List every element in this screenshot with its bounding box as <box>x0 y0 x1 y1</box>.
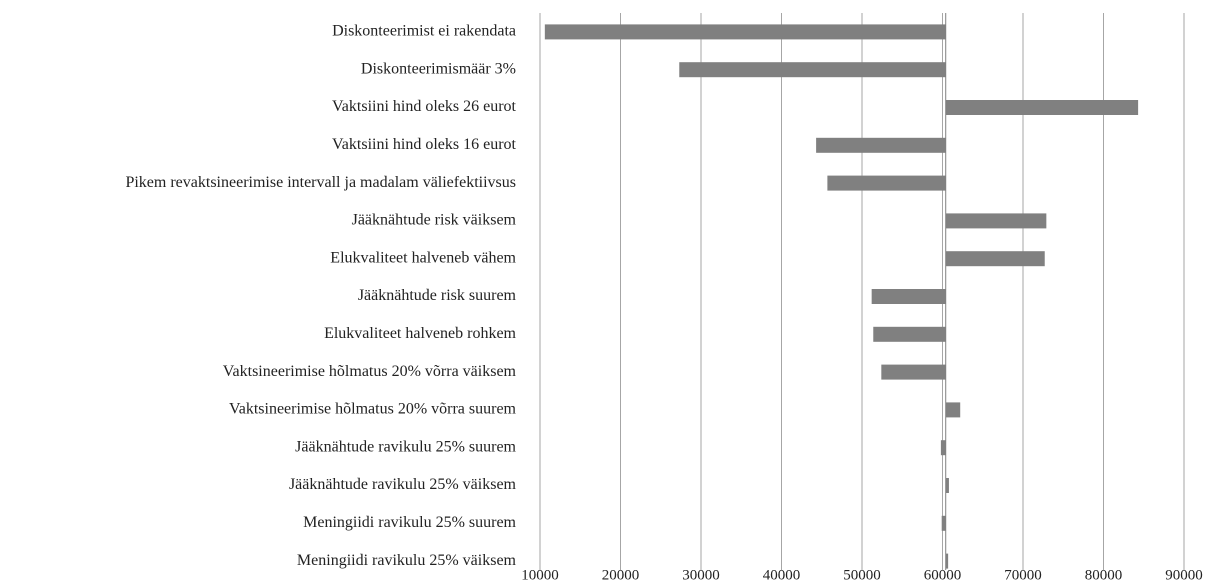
x-tick-label: 60000 <box>924 567 962 583</box>
x-tick-label: 80000 <box>1085 567 1123 583</box>
bar <box>940 440 946 456</box>
bar <box>945 251 1045 267</box>
x-tick-label: 10000 <box>521 567 559 583</box>
bar <box>945 402 961 418</box>
bar <box>816 137 946 153</box>
x-tick-label: 40000 <box>763 567 801 583</box>
bar <box>945 100 1139 115</box>
y-tick-label: Vaktsineerimise hõlmatus 20% võrra suure… <box>229 401 517 418</box>
y-tick-label: Jääknähtude risk suurem <box>358 287 517 304</box>
bar <box>873 326 946 342</box>
x-tick-label: 70000 <box>1004 567 1042 583</box>
bar <box>679 62 946 78</box>
x-tick-label: 30000 <box>682 567 720 583</box>
y-tick-label: Elukvaliteet halveneb rohkem <box>324 325 516 342</box>
bar <box>871 289 946 304</box>
x-tick-label: 90000 <box>1165 567 1203 583</box>
y-tick-label: Meningiidi ravikulu 25% suurem <box>303 514 516 531</box>
y-tick-label: Vaktsineerimise hõlmatus 20% võrra väiks… <box>223 363 517 380</box>
y-tick-label: Meningiidi ravikulu 25% väiksem <box>297 552 517 569</box>
bar <box>941 515 946 531</box>
y-tick-label: Jääknähtude risk väiksem <box>352 212 517 229</box>
y-tick-label: Pikem revaktsineerimise intervall ja mad… <box>125 174 516 191</box>
y-tick-label: Diskonteerimismäär 3% <box>361 60 516 77</box>
x-tick-label: 50000 <box>843 567 881 583</box>
bar <box>945 553 949 569</box>
bar <box>827 175 946 191</box>
y-tick-label: Jääknähtude ravikulu 25% väiksem <box>289 476 517 493</box>
y-tick-label: Diskonteerimist ei rakendata <box>332 23 516 40</box>
bar <box>881 364 946 380</box>
y-tick-label: Vaktsiini hind oleks 16 eurot <box>332 136 517 153</box>
y-tick-label: Elukvaliteet halveneb vähem <box>330 249 516 266</box>
bar <box>544 24 946 40</box>
bar <box>945 478 949 493</box>
y-tick-label: Jääknähtude ravikulu 25% suurem <box>295 438 516 455</box>
x-tick-label: 20000 <box>602 567 640 583</box>
bar <box>945 213 1047 229</box>
y-tick-label: Vaktsiini hind oleks 26 eurot <box>332 98 517 115</box>
